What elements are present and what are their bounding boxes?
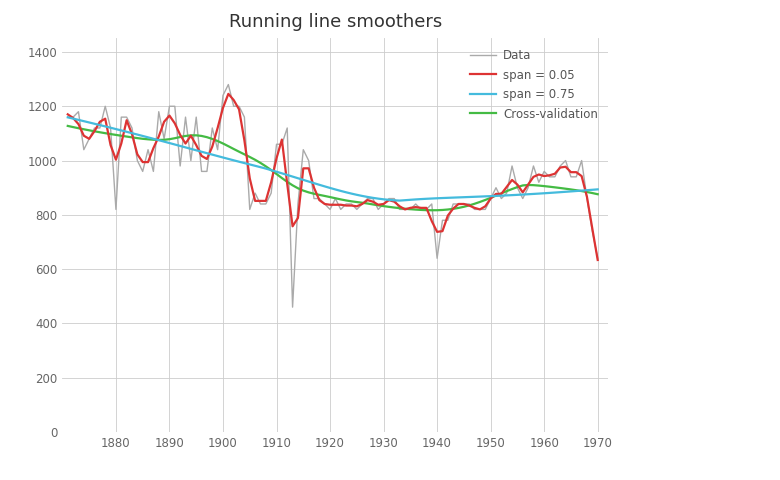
Title: Running line smoothers: Running line smoothers — [229, 13, 442, 31]
Data — [561, 157, 570, 163]
span = 0.75 — [186, 146, 196, 152]
span = 0.05 — [165, 113, 174, 119]
Data — [389, 196, 399, 202]
Cross-validation — [427, 207, 437, 213]
span = 0.75 — [555, 189, 565, 195]
span = 0.05 — [555, 165, 565, 170]
Cross-validation — [336, 196, 346, 202]
Cross-validation — [63, 123, 73, 129]
Line: Data: Data — [68, 84, 597, 307]
span = 0.05 — [186, 133, 196, 139]
Cross-validation — [593, 192, 602, 197]
span = 0.05 — [385, 197, 394, 203]
span = 0.75 — [395, 198, 404, 204]
span = 0.05 — [224, 91, 233, 97]
Cross-validation — [379, 203, 388, 209]
Cross-validation — [165, 136, 174, 142]
Line: span = 0.05: span = 0.05 — [68, 94, 597, 260]
span = 0.05 — [593, 257, 602, 263]
Data — [347, 201, 356, 207]
Legend: Data, span = 0.05, span = 0.75, Cross-validation: Data, span = 0.05, span = 0.75, Cross-va… — [465, 44, 602, 125]
span = 0.75 — [572, 188, 581, 194]
Cross-validation — [572, 187, 581, 193]
Line: Cross-validation: Cross-validation — [68, 126, 597, 210]
Cross-validation — [186, 132, 196, 138]
span = 0.75 — [593, 187, 602, 192]
Data — [165, 103, 174, 109]
Cross-validation — [555, 185, 565, 191]
Data — [288, 304, 297, 310]
span = 0.75 — [336, 188, 346, 194]
span = 0.05 — [63, 111, 73, 117]
Data — [63, 114, 73, 120]
span = 0.75 — [165, 140, 174, 146]
span = 0.75 — [63, 114, 73, 120]
span = 0.05 — [572, 169, 581, 175]
Data — [224, 82, 233, 87]
Line: span = 0.75: span = 0.75 — [68, 117, 597, 201]
span = 0.05 — [342, 203, 351, 208]
Data — [186, 157, 196, 163]
Data — [577, 157, 587, 163]
span = 0.75 — [379, 196, 388, 202]
Data — [593, 255, 602, 261]
